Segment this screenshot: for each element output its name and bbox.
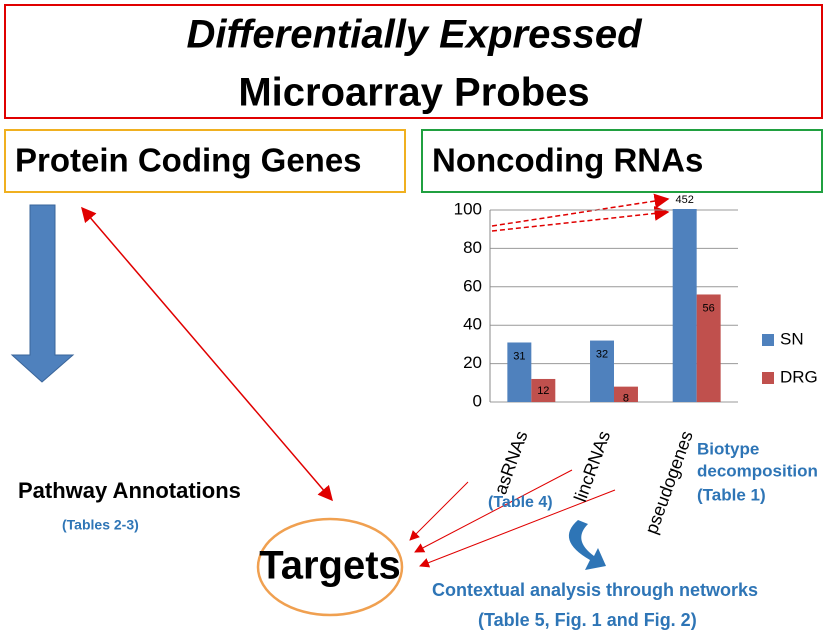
y-tick-label: 40 <box>463 315 482 334</box>
y-tick-label: 80 <box>463 238 482 257</box>
pathway-ref: (Tables 2-3) <box>62 517 139 533</box>
legend-label: SN <box>780 329 804 348</box>
bars <box>507 209 721 403</box>
link-arrow <box>81 206 333 502</box>
dashed-arrow <box>491 193 670 227</box>
note: Biotype <box>697 439 759 458</box>
bar <box>590 340 614 402</box>
legend-swatch <box>762 334 774 346</box>
data-label: 56 <box>703 302 715 314</box>
note: Contextual analysis through networks <box>432 580 758 600</box>
link-arrow <box>414 469 573 553</box>
data-label: 12 <box>537 385 549 397</box>
y-tick-label: 0 <box>473 391 482 410</box>
y-tick-label: 100 <box>454 199 482 218</box>
y-tick-label: 60 <box>463 276 482 295</box>
noncoding-box <box>421 129 823 193</box>
legend-swatch <box>762 372 774 384</box>
data-label: 31 <box>513 350 525 362</box>
note: (Table 1) <box>697 485 766 504</box>
targets-label: Targets <box>259 544 401 588</box>
link-arrow <box>419 489 616 568</box>
bar <box>614 386 638 402</box>
targets-ellipse <box>256 517 404 617</box>
note: decomposition <box>697 461 818 480</box>
curved-arrow <box>568 520 606 570</box>
bar <box>507 342 532 402</box>
coding-box <box>4 129 406 193</box>
bar <box>672 209 697 403</box>
pathway-label: Pathway Annotations <box>18 478 241 503</box>
legend-label: DRG <box>780 367 818 386</box>
note: (Table 5, Fig. 1 and Fig. 2) <box>478 610 697 630</box>
bar <box>531 378 556 402</box>
note: (Table 4) <box>488 494 553 511</box>
x-tick-label: pseudogenes <box>641 428 697 536</box>
bar <box>696 294 721 402</box>
data-label: 8 <box>623 393 629 405</box>
link-arrow <box>409 481 469 541</box>
dashed-arrow <box>491 205 670 232</box>
title-box <box>4 4 823 119</box>
title-line: Microarray Probes <box>238 71 589 115</box>
down-arrow <box>10 204 75 383</box>
y-tick-label: 20 <box>463 353 482 372</box>
data-label: 452 <box>676 194 694 206</box>
x-tick-label: asRNAs <box>490 428 531 497</box>
box-title: Noncoding RNAs <box>432 142 703 179</box>
title-line: Differentially Expressed <box>186 13 643 57</box>
data-label: 32 <box>596 348 608 360</box>
box-title: Protein Coding Genes <box>15 142 362 179</box>
